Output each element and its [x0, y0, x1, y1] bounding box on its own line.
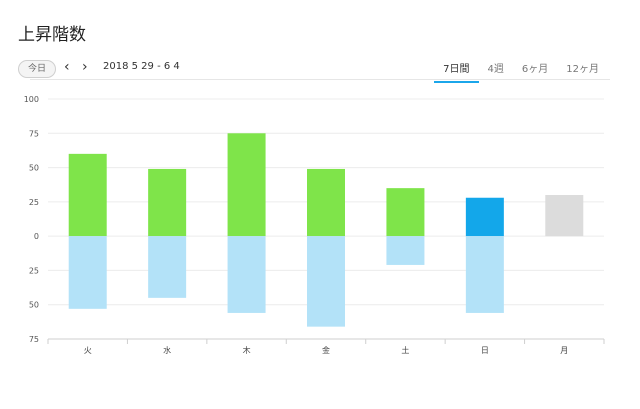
y-tick-label: 50 — [29, 301, 39, 310]
tab-4-weeks[interactable]: 4週 — [487, 64, 504, 75]
bar-down — [227, 236, 266, 313]
page-title: 上昇階数 — [18, 25, 86, 45]
y-tick-label: 75 — [29, 335, 39, 344]
bar-up — [465, 197, 504, 237]
x-tick-label: 月 — [560, 346, 568, 355]
y-tick-label: 75 — [29, 129, 39, 138]
x-tick-label: 土 — [401, 345, 409, 355]
chevron-right-icon[interactable]: › — [82, 59, 88, 75]
bar-up — [148, 168, 187, 237]
bar-up — [68, 153, 107, 237]
tab-6-months[interactable]: 6ヶ月 — [521, 64, 549, 75]
bar-up — [386, 188, 425, 237]
y-tick-label: 100 — [24, 95, 39, 104]
toolbar-divider — [30, 79, 610, 80]
date-range-label: 2018 5 29 - 6 4 — [103, 61, 180, 72]
bar-up — [545, 195, 584, 237]
y-tick-label: 25 — [29, 266, 39, 275]
x-tick-label: 火 — [84, 346, 92, 355]
period-tabs: 7日間 4週 6ヶ月 12ヶ月 — [434, 58, 608, 83]
bar-up — [307, 168, 345, 237]
tab-12-months[interactable]: 12ヶ月 — [566, 64, 599, 75]
chevron-left-icon[interactable]: ‹ — [64, 59, 70, 75]
y-tick-label: 0 — [34, 232, 39, 241]
bar-down — [307, 236, 345, 327]
today-button[interactable]: 今日 — [18, 60, 56, 78]
bar-down — [465, 236, 504, 313]
tab-7-days[interactable]: 7日間 — [434, 58, 479, 83]
bar-up — [227, 133, 266, 237]
x-tick-label: 金 — [322, 345, 330, 355]
x-tick-label: 木 — [243, 345, 251, 355]
toolbar: 今日 ‹ › 2018 5 29 - 6 4 7日間 4週 6ヶ月 12ヶ月 — [0, 54, 640, 83]
x-tick-label: 日 — [481, 346, 489, 355]
y-tick-label: 50 — [29, 164, 39, 173]
x-tick-label: 水 — [163, 345, 171, 355]
bar-down — [386, 236, 425, 265]
bar-down — [148, 236, 187, 298]
y-tick-label: 25 — [29, 198, 39, 207]
bar-down — [68, 236, 107, 309]
